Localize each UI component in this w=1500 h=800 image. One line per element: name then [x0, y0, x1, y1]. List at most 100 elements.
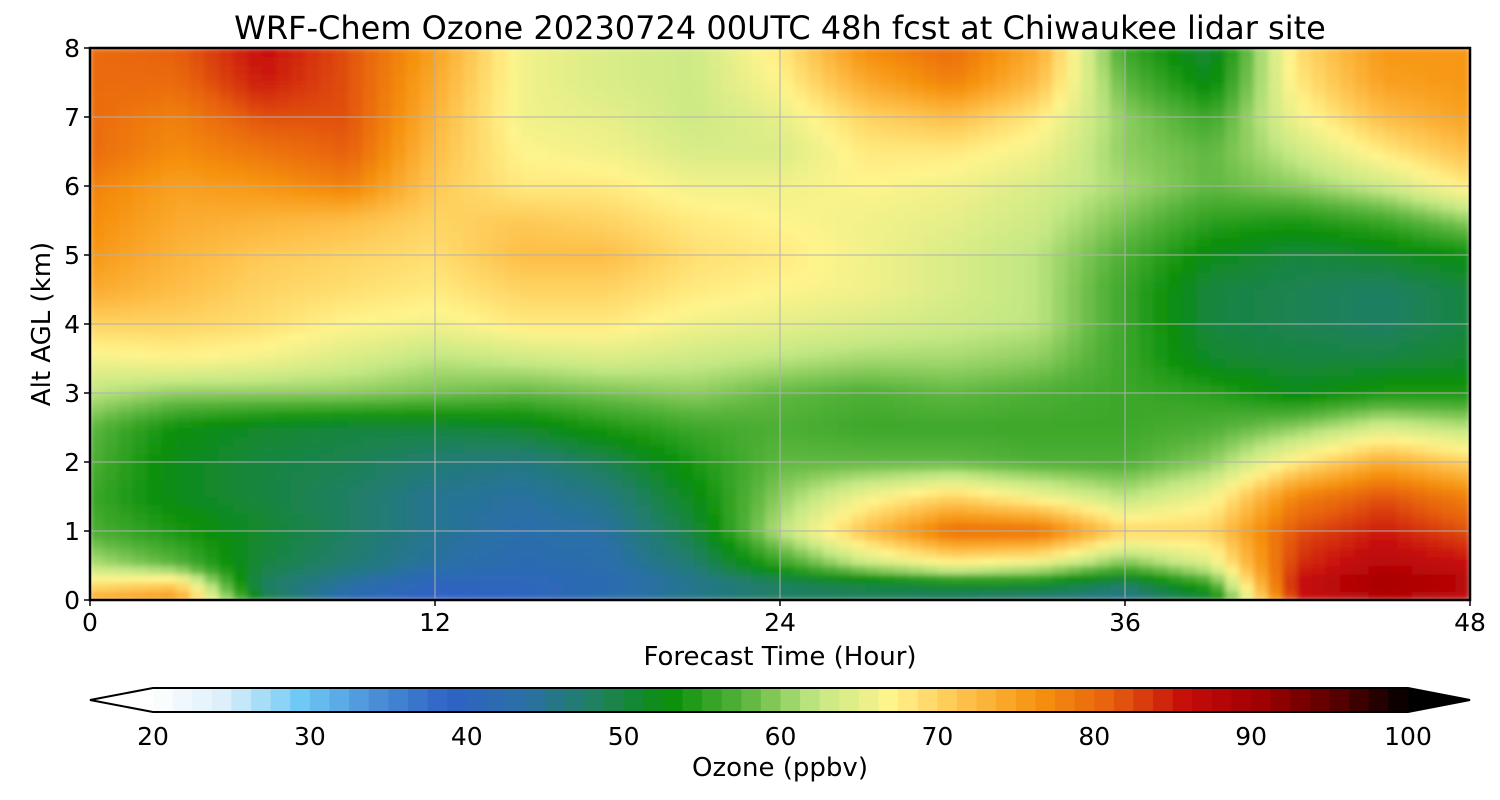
heatmap-cell: [1210, 220, 1227, 230]
heatmap-cell: [1124, 470, 1140, 480]
heatmap-cell: [218, 159, 235, 170]
heatmap-cell: [1167, 409, 1183, 420]
heatmap-cell: [1268, 409, 1284, 420]
heatmap-cell: [1124, 435, 1140, 446]
heatmap-cell: [578, 582, 594, 592]
heatmap-cell: [765, 176, 781, 187]
heatmap-cell: [635, 202, 652, 213]
heatmap-cell: [1038, 271, 1054, 282]
heatmap-cell: [391, 349, 407, 359]
heatmap-cell: [1412, 211, 1428, 221]
heatmap-cell: [218, 358, 235, 368]
heatmap-cell: [204, 539, 220, 549]
heatmap-cell: [1412, 401, 1428, 411]
heatmap-cell: [90, 496, 105, 506]
heatmap-cell: [147, 306, 163, 316]
heatmap-cell: [434, 582, 450, 592]
heatmap-cell: [549, 366, 565, 377]
heatmap-cell: [1397, 323, 1413, 334]
heatmap-cell: [319, 263, 335, 273]
heatmap-cell: [937, 478, 953, 489]
chart-title: WRF-Chem Ozone 20230724 00UTC 48h fcst a…: [234, 9, 1326, 47]
heatmap-cell: [880, 297, 896, 308]
heatmap-cell: [90, 582, 105, 592]
heatmap-cell: [952, 151, 968, 161]
heatmap-cell: [535, 237, 551, 247]
heatmap-cell: [492, 254, 508, 265]
heatmap-cell: [1354, 159, 1370, 170]
heatmap-cell: [463, 478, 479, 489]
heatmap-cell: [592, 280, 608, 290]
heatmap-cell: [1225, 427, 1241, 437]
heatmap-cell: [750, 547, 767, 558]
heatmap-cell: [1455, 504, 1470, 515]
heatmap-cell: [1311, 427, 1327, 437]
heatmap-cell: [175, 478, 192, 489]
heatmap-cell: [477, 435, 493, 446]
heatmap-cell: [103, 496, 120, 506]
heatmap-cell: [592, 547, 608, 558]
heatmap-cell: [765, 271, 781, 282]
heatmap-cell: [333, 556, 350, 566]
heatmap-cell: [377, 245, 393, 256]
heatmap-cell: [1081, 245, 1097, 256]
heatmap-cell: [1455, 254, 1470, 265]
heatmap-cell: [1311, 461, 1327, 472]
heatmap-cell: [880, 573, 896, 584]
heatmap-cell: [290, 573, 307, 584]
heatmap-cell: [750, 530, 767, 541]
heatmap-cell: [319, 539, 335, 549]
heatmap-cell: [635, 461, 652, 472]
heatmap-cell: [722, 271, 738, 282]
heatmap-cell: [305, 435, 321, 446]
heatmap-cell: [793, 358, 810, 368]
heatmap-cell: [822, 418, 838, 428]
heatmap-cell: [1210, 409, 1227, 420]
heatmap-cell: [319, 211, 335, 221]
heatmap-cell: [995, 573, 1011, 584]
heatmap-cell: [765, 513, 781, 523]
heatmap-cell: [247, 513, 263, 523]
heatmap-cell: [492, 461, 508, 472]
heatmap-cell: [333, 530, 350, 541]
heatmap-cell: [894, 332, 910, 342]
heatmap-cell: [549, 159, 565, 170]
heatmap-cell: [923, 582, 939, 592]
heatmap-cell: [1124, 297, 1140, 308]
heatmap-cell: [707, 530, 723, 541]
heatmap-cell: [218, 228, 235, 239]
heatmap-cell: [880, 565, 896, 575]
heatmap-cell: [1009, 513, 1025, 523]
heatmap-cell: [1455, 556, 1470, 566]
heatmap-cell: [1397, 452, 1413, 463]
heatmap-cell: [736, 565, 752, 575]
heatmap-cell: [305, 323, 321, 334]
heatmap-cell: [190, 383, 206, 394]
heatmap-cell: [1095, 504, 1112, 515]
heatmap-cell: [1340, 211, 1356, 221]
heatmap-cell: [492, 176, 508, 187]
heatmap-cell: [1067, 176, 1083, 187]
heatmap-cell: [1067, 332, 1083, 342]
heatmap-cell: [1354, 358, 1370, 368]
heatmap-cell: [1368, 349, 1385, 359]
heatmap-cell: [1110, 194, 1126, 204]
heatmap-cell: [290, 401, 307, 411]
heatmap-cell: [621, 530, 637, 541]
heatmap-cell: [1340, 487, 1356, 497]
heatmap-cell: [1383, 418, 1399, 428]
heatmap-cell: [463, 306, 479, 316]
heatmap-cell: [276, 461, 292, 472]
heatmap-cell: [420, 228, 436, 239]
heatmap-cell: [1153, 504, 1169, 515]
heatmap-cell: [1225, 496, 1241, 506]
heatmap-cell: [1340, 194, 1356, 204]
heatmap-cell: [1167, 565, 1183, 575]
heatmap-cell: [175, 202, 192, 213]
heatmap-cell: [147, 470, 163, 480]
heatmap-cell: [290, 323, 307, 334]
heatmap-cell: [1167, 392, 1183, 403]
heatmap-cell: [1196, 340, 1212, 351]
heatmap-cell: [578, 573, 594, 584]
heatmap-cell: [607, 590, 623, 600]
